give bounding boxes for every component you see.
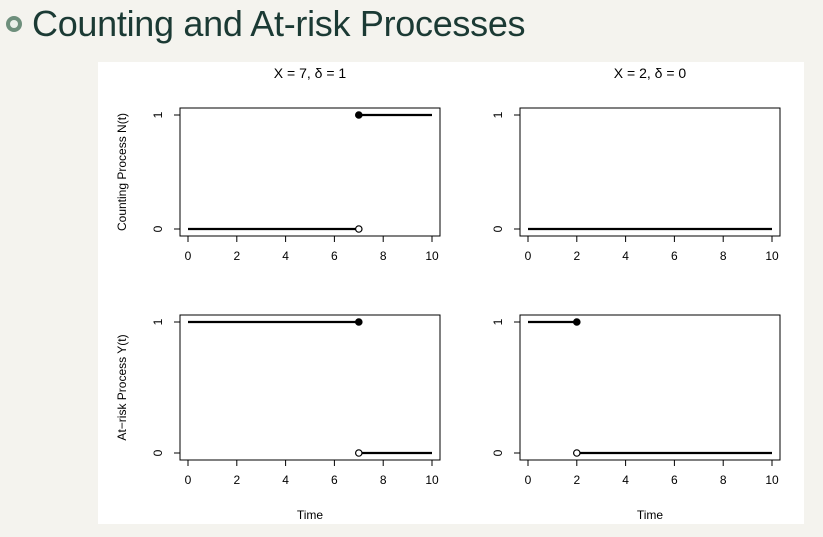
bottom-left-x-tick-label: 2 xyxy=(233,473,240,487)
bottom-left-x-tick-label: 0 xyxy=(185,473,192,487)
bottom-right-x-tick-label: 8 xyxy=(720,473,727,487)
top-right-y-tick-label: 0 xyxy=(491,225,505,232)
top-right-plot-frame xyxy=(519,107,781,237)
top-right-x-tick-label: 4 xyxy=(622,249,629,263)
bottom-right-x-tick-label: 10 xyxy=(765,473,779,487)
top-left-y-tick-label: 1 xyxy=(151,111,165,118)
top-left-plot-frame xyxy=(179,107,441,237)
bottom-right-open-point xyxy=(572,449,581,457)
top-left-y-tick-label: 0 xyxy=(151,225,165,232)
bottom-right-x-axis-label: Time xyxy=(637,508,664,522)
top-right-y-tick-label: 1 xyxy=(491,111,505,118)
bottom-right-plot-frame xyxy=(519,314,781,461)
circle-bullet-icon xyxy=(6,16,22,32)
bottom-left-x-tick-label: 4 xyxy=(282,473,289,487)
top-left-open-point xyxy=(354,225,363,233)
bottom-left-y-tick-label: 1 xyxy=(151,318,165,325)
top-left-x-tick-label: 6 xyxy=(331,249,338,263)
top-left-x-tick-label: 8 xyxy=(380,249,387,263)
top-right-x-tick-label: 8 xyxy=(720,249,727,263)
bottom-right-x-tick-label: 6 xyxy=(671,473,678,487)
top-left-x-tick-label: 2 xyxy=(233,249,240,263)
bottom-left-x-tick-label: 6 xyxy=(331,473,338,487)
top-left-x-tick-label: 10 xyxy=(425,249,439,263)
top-left-x-tick-label: 4 xyxy=(282,249,289,263)
top-left-closed-point xyxy=(354,111,363,119)
slide-header: Counting and At-risk Processes xyxy=(6,0,526,48)
top-left-chart-title: X = 7, δ = 1 xyxy=(274,65,347,81)
bottom-left-x-tick-label: 8 xyxy=(380,473,387,487)
bottom-right-closed-point xyxy=(572,318,581,326)
bottom-left-y-tick-label: 0 xyxy=(151,449,165,456)
bottom-left-y-axis-label: At−risk Process Y(t) xyxy=(115,334,129,440)
chart-figure: 0 2 4 6 8 10 0 1 X = 7, δ = 1 Counting Process N(… xyxy=(98,62,804,524)
bottom-left-plot-frame xyxy=(179,314,441,461)
bottom-right-y-tick-label: 1 xyxy=(491,318,505,325)
bottom-right-x-tick-label: 4 xyxy=(622,473,629,487)
bottom-left-x-axis-label: Time xyxy=(297,508,324,522)
bottom-left-x-tick-label: 10 xyxy=(425,473,439,487)
slide-title: Counting and At-risk Processes xyxy=(32,3,526,44)
bottom-left-open-point xyxy=(354,449,363,457)
bottom-right-y-tick-label: 0 xyxy=(491,449,505,456)
top-right-x-tick-label: 6 xyxy=(671,249,678,263)
bottom-left-closed-point xyxy=(354,318,363,326)
top-right-chart-title: X = 2, δ = 0 xyxy=(614,65,687,81)
top-left-y-axis-label: Counting Process N(t) xyxy=(115,113,129,231)
top-right-x-tick-label: 10 xyxy=(765,249,779,263)
top-left-x-tick-label: 0 xyxy=(185,249,192,263)
top-right-x-tick-label: 0 xyxy=(525,249,532,263)
bottom-right-x-tick-label: 2 xyxy=(573,473,580,487)
bottom-right-x-tick-label: 0 xyxy=(525,473,532,487)
top-right-x-tick-label: 2 xyxy=(573,249,580,263)
